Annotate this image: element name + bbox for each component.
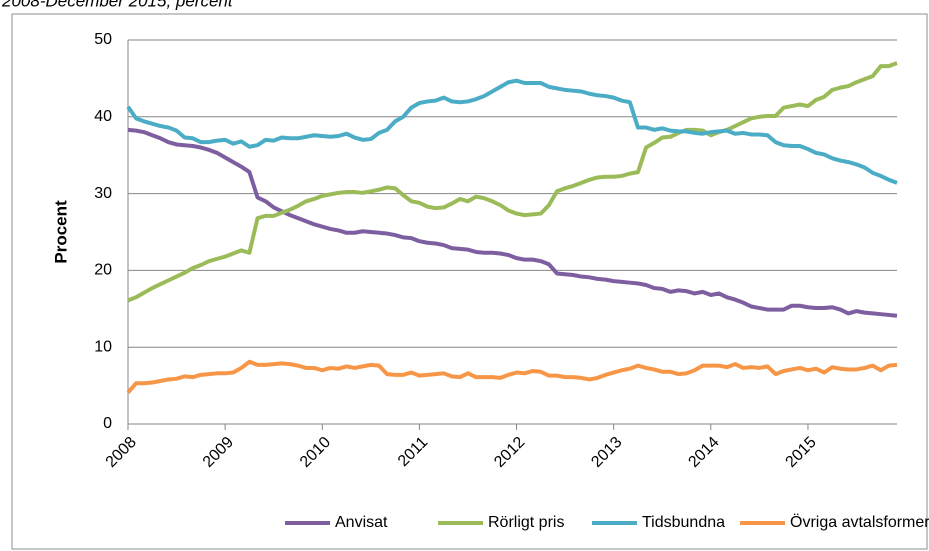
legend-label: Anvisat [335, 514, 388, 531]
y-axis-label: Procent [51, 200, 70, 264]
y-tick-label: 40 [94, 108, 112, 125]
chart-subtitle: 2008-December 2015, percent [1, 0, 234, 10]
legend-label: Rörligt pris [488, 514, 564, 531]
y-tick-label: 50 [94, 31, 112, 48]
series-line [127, 127, 898, 318]
series-line [126, 359, 898, 394]
series-line [127, 61, 898, 303]
y-tick-label: 10 [94, 338, 112, 355]
y-tick-label: 0 [103, 415, 112, 432]
legend-label: Tidsbundna [642, 514, 725, 531]
series-line [126, 78, 898, 185]
y-tick-label: 20 [94, 262, 112, 279]
legend-label: Övriga avtalsformer [790, 513, 929, 531]
y-tick-label: 30 [94, 185, 112, 202]
chart-frame [11, 13, 928, 550]
